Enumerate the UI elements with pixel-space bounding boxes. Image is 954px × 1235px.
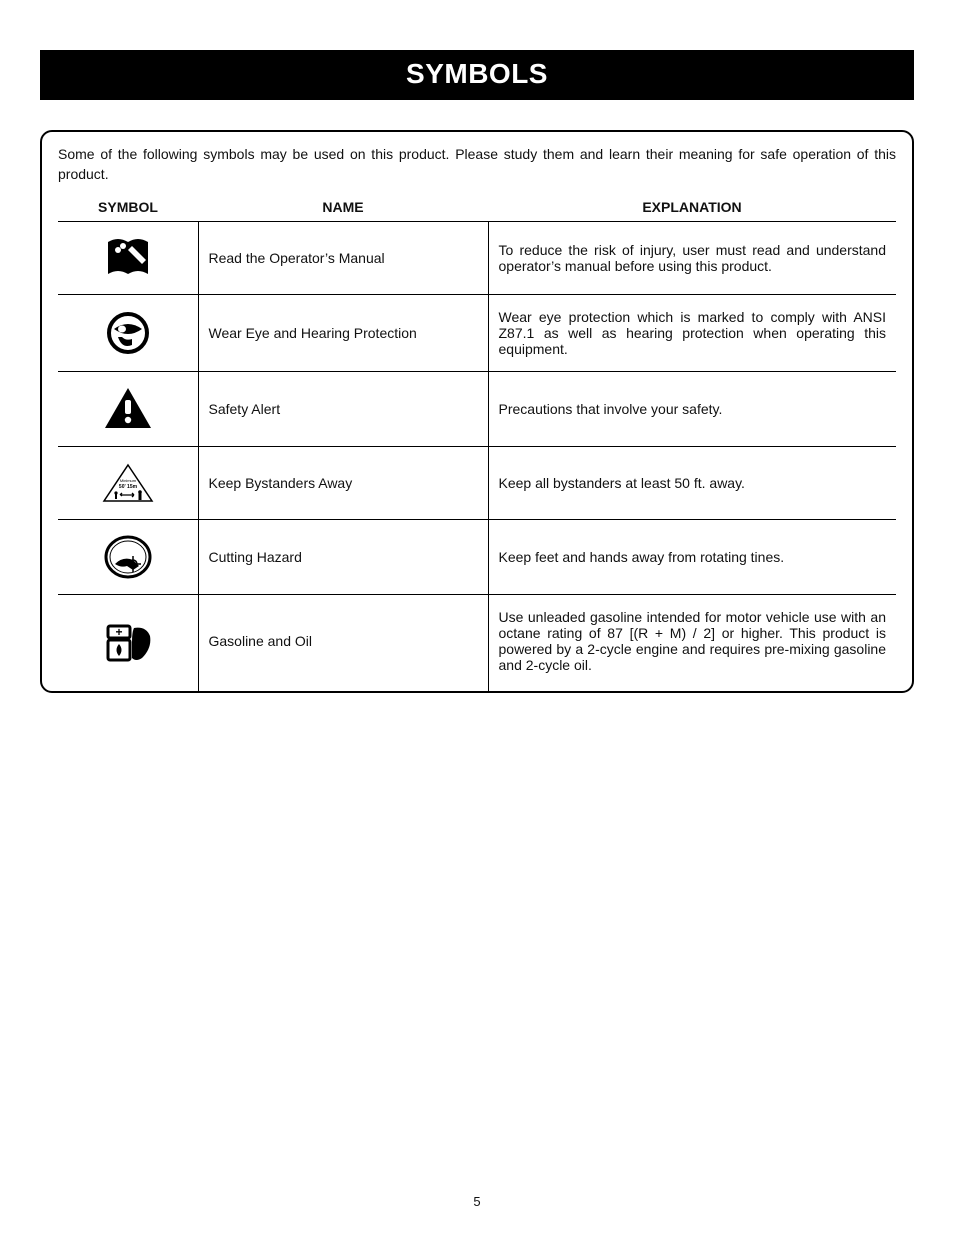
table-row: + Gasoline and Oil Use unleaded gasoline… — [58, 594, 896, 691]
row-name: Wear Eye and Hearing Protection — [209, 325, 417, 341]
manual-icon — [104, 236, 152, 280]
explanation-cell: Keep feet and hands away from rotating t… — [488, 519, 896, 594]
explanation-cell: Precautions that involve your safety. — [488, 371, 896, 446]
table-row: Wear Eye and Hearing Protection Wear eye… — [58, 294, 896, 371]
symbol-cell: + — [58, 594, 198, 691]
explanation-cell: Keep all bystanders at least 50 ft. away… — [488, 446, 896, 519]
symbols-table: SYMBOL NAME EXPLANATION Read t — [58, 193, 896, 691]
row-explanation: Precautions that involve your safety. — [499, 401, 723, 417]
table-header-row: SYMBOL NAME EXPLANATION — [58, 193, 896, 222]
table-row: Cutting Hazard Keep feet and hands away … — [58, 519, 896, 594]
name-cell: Safety Alert — [198, 371, 488, 446]
row-explanation: Wear eye protection which is marked to c… — [499, 309, 887, 357]
explanation-cell: To reduce the risk of injury, user must … — [488, 221, 896, 294]
explanation-cell: Use unleaded gasoline intended for motor… — [488, 594, 896, 691]
name-cell: Read the Operator’s Manual — [198, 221, 488, 294]
svg-text:50' 15m: 50' 15m — [119, 484, 138, 490]
row-explanation: Use unleaded gasoline intended for motor… — [499, 609, 887, 673]
row-explanation: Keep all bystanders at least 50 ft. away… — [499, 475, 745, 491]
content-box: Some of the following symbols may be use… — [40, 130, 914, 693]
table-row: Minimum 50' 15m Keep Bystanders Away Kee… — [58, 446, 896, 519]
col-header-name: NAME — [198, 193, 488, 222]
name-cell: Gasoline and Oil — [198, 594, 488, 691]
row-name: Cutting Hazard — [209, 549, 302, 565]
name-cell: Wear Eye and Hearing Protection — [198, 294, 488, 371]
section-title: SYMBOLS — [406, 58, 548, 89]
row-explanation: To reduce the risk of injury, user must … — [499, 242, 887, 274]
symbol-cell — [58, 371, 198, 446]
row-name: Read the Operator’s Manual — [209, 250, 385, 266]
table-row: Read the Operator’s Manual To reduce the… — [58, 221, 896, 294]
svg-text:+: + — [115, 625, 122, 639]
explanation-cell: Wear eye protection which is marked to c… — [488, 294, 896, 371]
section-title-bar: SYMBOLS — [40, 50, 914, 100]
row-name: Safety Alert — [209, 401, 281, 417]
page: SYMBOLS Some of the following symbols ma… — [0, 0, 954, 1235]
intro-text: Some of the following symbols may be use… — [58, 144, 896, 185]
row-explanation: Keep feet and hands away from rotating t… — [499, 549, 785, 565]
symbol-cell — [58, 519, 198, 594]
name-cell: Keep Bystanders Away — [198, 446, 488, 519]
bystanders-icon: Minimum 50' 15m — [100, 461, 156, 505]
svg-text:Minimum: Minimum — [120, 478, 137, 483]
table-row: Safety Alert Precautions that involve yo… — [58, 371, 896, 446]
col-header-explanation: EXPLANATION — [488, 193, 896, 222]
row-name: Gasoline and Oil — [209, 633, 313, 649]
name-cell: Cutting Hazard — [198, 519, 488, 594]
cutting-icon — [103, 534, 153, 580]
col-header-symbol: SYMBOL — [58, 193, 198, 222]
symbol-cell: Minimum 50' 15m — [58, 446, 198, 519]
symbol-cell — [58, 221, 198, 294]
alert-icon — [103, 386, 153, 432]
symbol-cell — [58, 294, 198, 371]
gas-oil-icon: + — [102, 618, 154, 664]
eye-ear-icon — [104, 311, 152, 355]
row-name: Keep Bystanders Away — [209, 475, 353, 491]
page-number: 5 — [0, 1194, 954, 1209]
